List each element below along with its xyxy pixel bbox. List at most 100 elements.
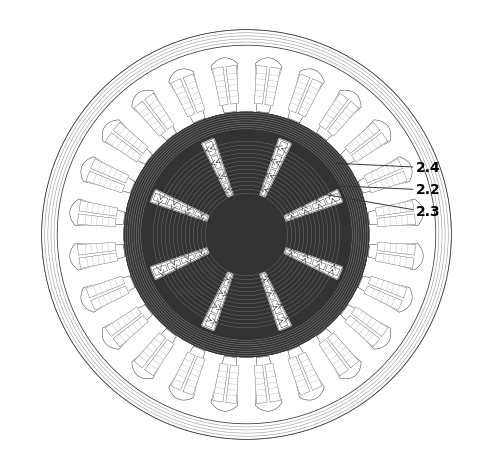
Polygon shape [167, 199, 181, 209]
Polygon shape [150, 190, 209, 221]
Polygon shape [223, 273, 232, 286]
Polygon shape [91, 286, 129, 310]
Polygon shape [377, 214, 416, 227]
Polygon shape [169, 69, 205, 123]
Polygon shape [341, 120, 391, 164]
Polygon shape [212, 67, 228, 106]
Text: 2.2: 2.2 [331, 183, 440, 197]
Polygon shape [345, 122, 380, 154]
Text: 2.3: 2.3 [324, 195, 440, 219]
Polygon shape [368, 243, 423, 270]
Polygon shape [171, 352, 195, 390]
Polygon shape [144, 93, 174, 129]
Polygon shape [317, 329, 361, 379]
Polygon shape [211, 356, 238, 411]
Polygon shape [327, 101, 359, 136]
Polygon shape [345, 315, 380, 347]
Polygon shape [285, 250, 298, 257]
Polygon shape [341, 305, 391, 349]
Polygon shape [377, 242, 416, 255]
Polygon shape [358, 276, 412, 312]
Polygon shape [266, 287, 276, 300]
Polygon shape [325, 193, 340, 204]
Polygon shape [181, 255, 195, 264]
Polygon shape [288, 74, 310, 113]
Polygon shape [169, 346, 205, 400]
Polygon shape [217, 287, 227, 300]
Polygon shape [327, 333, 359, 368]
Polygon shape [254, 365, 267, 403]
Polygon shape [298, 205, 312, 214]
Polygon shape [325, 265, 340, 276]
Polygon shape [86, 171, 125, 193]
Polygon shape [368, 276, 407, 298]
Polygon shape [375, 253, 414, 268]
Polygon shape [183, 74, 205, 113]
Circle shape [216, 204, 277, 265]
Polygon shape [364, 159, 402, 183]
Polygon shape [317, 90, 361, 140]
Polygon shape [223, 183, 232, 196]
Polygon shape [106, 307, 141, 336]
Polygon shape [255, 356, 282, 411]
Polygon shape [284, 248, 343, 279]
Polygon shape [132, 90, 176, 140]
Polygon shape [205, 141, 216, 156]
Polygon shape [77, 242, 116, 255]
Polygon shape [312, 260, 326, 270]
Polygon shape [153, 193, 168, 204]
Polygon shape [288, 346, 324, 400]
Polygon shape [79, 253, 118, 268]
Polygon shape [195, 212, 208, 219]
Polygon shape [217, 169, 227, 182]
Polygon shape [106, 133, 141, 162]
Polygon shape [298, 255, 312, 264]
Polygon shape [79, 201, 118, 216]
Polygon shape [150, 248, 209, 279]
Polygon shape [181, 205, 195, 214]
Polygon shape [368, 171, 407, 193]
Polygon shape [266, 169, 276, 182]
Polygon shape [312, 199, 326, 209]
Polygon shape [211, 155, 221, 169]
Text: 2.4: 2.4 [336, 161, 440, 174]
Circle shape [124, 112, 369, 357]
Polygon shape [81, 157, 135, 193]
Polygon shape [153, 265, 168, 276]
Polygon shape [86, 276, 125, 298]
Polygon shape [91, 159, 129, 183]
Polygon shape [77, 214, 116, 227]
Polygon shape [211, 300, 221, 314]
Polygon shape [226, 66, 239, 104]
Polygon shape [272, 155, 282, 169]
Polygon shape [113, 315, 148, 347]
Polygon shape [298, 352, 322, 390]
Polygon shape [205, 313, 216, 328]
Polygon shape [212, 363, 228, 402]
Polygon shape [260, 138, 291, 197]
Polygon shape [144, 340, 174, 376]
Polygon shape [358, 157, 412, 193]
Polygon shape [319, 340, 349, 376]
Polygon shape [288, 356, 310, 395]
Polygon shape [134, 101, 166, 136]
Circle shape [142, 130, 351, 339]
Polygon shape [132, 329, 176, 379]
Polygon shape [261, 183, 270, 196]
Polygon shape [195, 250, 208, 257]
Circle shape [124, 112, 369, 357]
Polygon shape [70, 243, 125, 270]
Polygon shape [352, 307, 387, 336]
Polygon shape [261, 273, 270, 286]
Polygon shape [375, 201, 414, 216]
Polygon shape [202, 138, 233, 197]
Polygon shape [272, 300, 282, 314]
Polygon shape [285, 212, 298, 219]
Polygon shape [183, 356, 205, 395]
Polygon shape [260, 272, 291, 331]
Polygon shape [81, 276, 135, 312]
Polygon shape [254, 66, 267, 104]
Polygon shape [70, 199, 125, 226]
Polygon shape [102, 305, 152, 349]
Polygon shape [171, 79, 195, 117]
